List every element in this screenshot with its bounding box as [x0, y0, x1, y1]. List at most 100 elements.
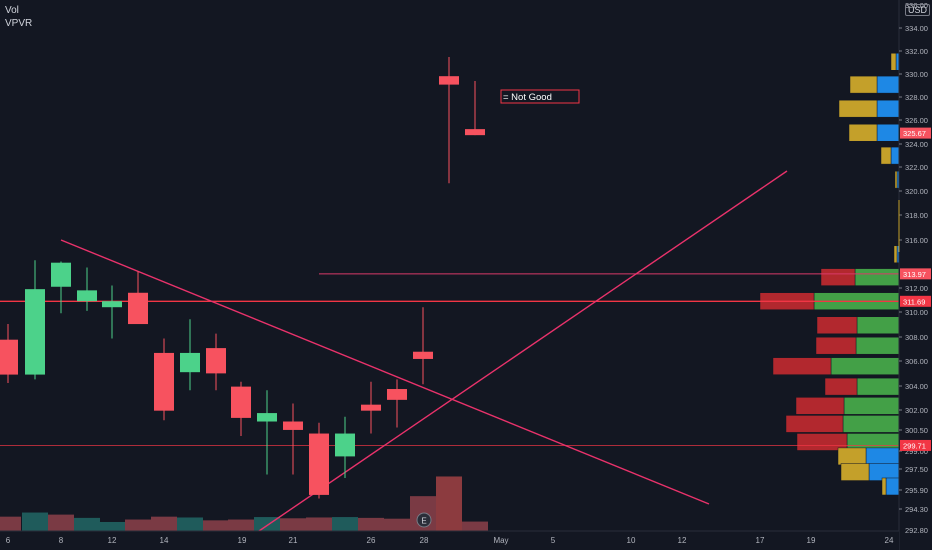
volume-bar: [151, 516, 177, 531]
price-tick-label: 324.00: [905, 140, 928, 149]
price-tick-label: 300.50: [905, 426, 928, 435]
time-tick-label: 10: [627, 536, 636, 545]
price-tick-label: 322.00: [905, 163, 928, 172]
volume-profile-up: [856, 316, 900, 335]
currency-button[interactable]: USD: [904, 4, 930, 16]
candle-body[interactable]: [231, 386, 251, 418]
volume-profile-down: [894, 170, 898, 189]
candle-body[interactable]: [77, 290, 97, 302]
candle-body[interactable]: [154, 352, 174, 411]
volume-bar: [48, 514, 74, 531]
price-tag-label: 311.69: [903, 297, 925, 306]
volume-bar: [0, 516, 21, 531]
volume-profile-down: [796, 433, 848, 451]
volume-profile-up: [885, 477, 900, 496]
price-tag-label: 313.97: [903, 270, 926, 279]
candle-body[interactable]: [128, 292, 148, 325]
time-tick-label: 12: [108, 536, 117, 545]
candle-body[interactable]: [335, 433, 355, 457]
time-tick-label: May: [493, 536, 508, 545]
volume-profile-down: [881, 477, 887, 496]
price-tag-label: 325.67: [903, 129, 926, 138]
volume-profile-up: [876, 123, 900, 142]
price-tick-label: 328.00: [905, 93, 928, 102]
price-tick-label: 294.30: [905, 505, 928, 514]
volume-profile-down: [824, 377, 858, 396]
volume-profile-down: [838, 99, 878, 118]
time-tick-label: 14: [160, 536, 169, 545]
volume-bar: [358, 517, 384, 531]
volume-profile-up: [876, 99, 900, 118]
candle-body[interactable]: [51, 262, 71, 287]
volume-profile-down: [772, 357, 832, 375]
price-tag-label: 299.71: [903, 441, 926, 450]
time-tick-label: 24: [885, 536, 894, 545]
price-tag[interactable]: [900, 295, 931, 307]
price-tick-label: 297.50: [905, 465, 928, 474]
price-tick-label: 302.00: [905, 406, 928, 415]
candle-body[interactable]: [206, 348, 226, 374]
trendline-up[interactable]: [258, 170, 788, 532]
earnings-marker-label: E: [421, 517, 426, 526]
candle-body[interactable]: [439, 76, 459, 85]
candle-body[interactable]: [180, 352, 200, 373]
volume-bar: [177, 517, 203, 531]
volume-bar: [280, 518, 306, 531]
volume-profile-up: [856, 377, 900, 396]
volume-profile-up: [843, 397, 900, 415]
annotation-text: = Not Good: [503, 92, 552, 103]
price-tag[interactable]: [900, 268, 931, 280]
volume-profile-up: [842, 415, 900, 433]
time-tick-label: 8: [59, 536, 64, 545]
candle-body[interactable]: [387, 389, 407, 400]
time-tick-label: 21: [289, 536, 298, 545]
candle-body[interactable]: [413, 351, 433, 359]
time-tick-label: 19: [807, 536, 816, 545]
time-axis[interactable]: [0, 531, 899, 550]
volume-profile-up: [876, 75, 900, 94]
candle-body[interactable]: [361, 404, 381, 411]
annotation-box[interactable]: [500, 89, 580, 104]
volume-profile-up: [855, 336, 900, 355]
price-tick-label: 316.00: [905, 236, 928, 245]
volume-bar: [203, 520, 229, 531]
candle-body[interactable]: [465, 129, 485, 136]
volume-bar: [332, 517, 358, 531]
volume-profile-down: [880, 146, 892, 165]
time-tick-label: 5: [551, 536, 556, 545]
time-tick-label: 6: [6, 536, 11, 545]
price-tag[interactable]: [900, 127, 931, 139]
time-tick-label: 26: [367, 536, 376, 545]
price-tick-label: 292.80: [905, 526, 928, 535]
volume-bar: [436, 476, 462, 531]
candle-body[interactable]: [309, 433, 329, 495]
legend-vol[interactable]: Vol: [5, 5, 19, 16]
price-tick-label: 326.00: [905, 116, 928, 125]
volume-profile-down: [795, 397, 845, 415]
earnings-marker[interactable]: [416, 512, 432, 528]
trendline-down[interactable]: [60, 239, 710, 505]
price-tick-label: 306.00: [905, 357, 928, 366]
candle-body[interactable]: [102, 301, 122, 308]
candle-body[interactable]: [25, 289, 45, 375]
time-tick-label: 12: [678, 536, 687, 545]
candle-body[interactable]: [283, 421, 303, 430]
volume-profile-up: [865, 447, 900, 466]
volume-profile-down: [820, 268, 856, 286]
price-tick-label: 310.00: [905, 308, 928, 317]
candle-body[interactable]: [0, 339, 18, 375]
price-tag[interactable]: [900, 439, 931, 451]
volume-profile-down: [840, 463, 870, 481]
candle-body[interactable]: [257, 413, 277, 422]
volume-bar: [74, 517, 100, 531]
volume-profile-up: [890, 146, 900, 165]
legend-vpvr[interactable]: VPVR: [5, 18, 33, 29]
volume-bar: [462, 521, 488, 531]
volume-bar: [228, 519, 254, 531]
volume-profile-down: [816, 316, 858, 335]
volume-profile-down: [893, 245, 898, 264]
volume-bar: [384, 518, 410, 531]
